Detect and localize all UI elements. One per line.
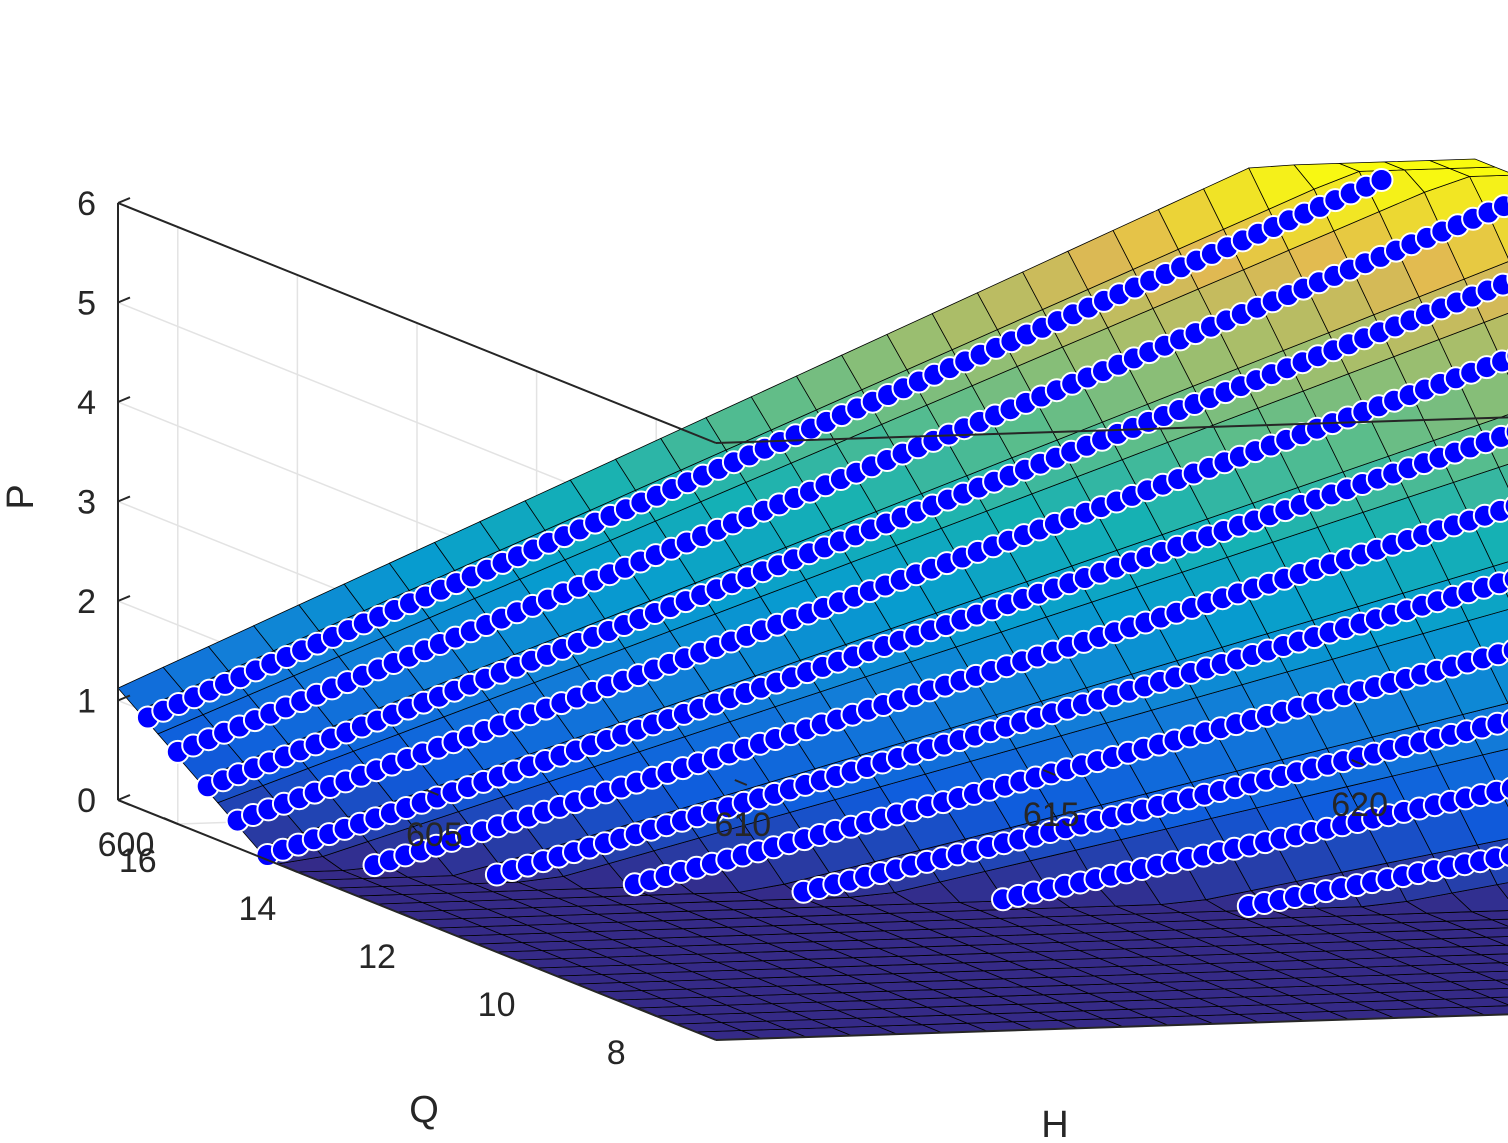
- surface-cell: [1491, 918, 1508, 927]
- z-tick-label: 3: [77, 484, 96, 522]
- surface-cell: [1495, 979, 1508, 986]
- z-tick: [117, 296, 131, 304]
- scatter-point: [1488, 498, 1508, 523]
- h-tick: [1042, 769, 1056, 776]
- h-tick-label: 605: [406, 816, 463, 854]
- h-tick: [1351, 759, 1365, 766]
- h-tick-label: 610: [714, 806, 771, 844]
- q-tick: [522, 961, 537, 969]
- h-tick: [117, 799, 131, 806]
- surface-cell: [1466, 927, 1508, 938]
- surface-cell: [1486, 936, 1508, 946]
- axis-edge: [117, 202, 717, 444]
- surface-cell: [1490, 996, 1508, 1006]
- q-tick: [641, 1009, 657, 1017]
- z-tick: [117, 197, 131, 204]
- q-tick-label: 8: [607, 1034, 626, 1072]
- scatter-point: [1504, 423, 1508, 441]
- scatter-point: [1501, 639, 1508, 661]
- scatter-point: [1489, 424, 1508, 449]
- z-tick: [117, 794, 131, 801]
- z-tick-label: 4: [77, 384, 96, 422]
- q-tick: [283, 865, 298, 873]
- y-axis-label: Q: [409, 1089, 439, 1131]
- scatter-point: [1499, 777, 1508, 800]
- x-axis-label: H: [1041, 1104, 1068, 1143]
- z-tick: [117, 694, 131, 702]
- surface-cell: [1496, 882, 1508, 900]
- z-tick: [117, 396, 131, 403]
- scatter-point: [1491, 272, 1508, 297]
- axis-edge: [715, 1013, 1508, 1041]
- surface-cell: [1480, 953, 1508, 964]
- q-tick-label: 16: [119, 842, 157, 880]
- axis-edge: [715, 416, 1508, 444]
- scatter-point: [1492, 194, 1508, 219]
- h-tick: [734, 779, 748, 786]
- surface-cell: [1471, 910, 1508, 921]
- q-tick-label: 14: [238, 890, 276, 928]
- q-tick: [402, 913, 418, 921]
- surface-cell: [1464, 1005, 1508, 1016]
- h-tick-label: 615: [1023, 796, 1080, 834]
- z-axis-label: P: [0, 484, 42, 509]
- surface-cell: [1429, 158, 1496, 169]
- scatter-points: [135, 168, 1508, 918]
- q-tick-label: 10: [478, 986, 516, 1024]
- z-tick: [117, 595, 131, 602]
- surface-cell: [1498, 463, 1508, 489]
- h-tick: [426, 789, 439, 796]
- z-tick: [117, 495, 131, 503]
- z-tick-label: 5: [77, 285, 96, 323]
- z-tick-label: 6: [77, 185, 96, 223]
- h-tick-label: 620: [1331, 786, 1388, 824]
- h-tick-label: 600: [98, 826, 155, 864]
- scatter-point: [1503, 496, 1508, 516]
- scatter-point: [1369, 168, 1394, 192]
- surface-cell: [1475, 970, 1508, 981]
- q-tick: [163, 817, 179, 825]
- scatter-point: [1502, 568, 1508, 589]
- q-tick-label: 12: [358, 938, 396, 976]
- surface-cell: [1470, 987, 1508, 999]
- scatter-point: [1490, 349, 1508, 374]
- surface-cell: [1487, 656, 1508, 704]
- z-tick-label: 2: [77, 583, 96, 621]
- scatter-point: [1498, 843, 1508, 867]
- z-tick-label: 0: [77, 782, 96, 820]
- z-tick-label: 1: [77, 683, 96, 721]
- scatter-point: [1500, 709, 1508, 731]
